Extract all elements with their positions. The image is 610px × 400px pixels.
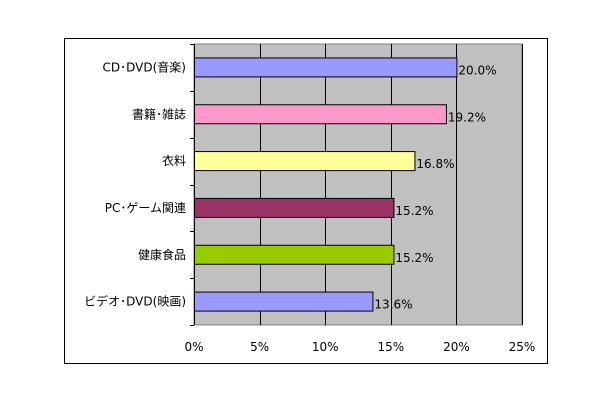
category-label: CD･DVD(音楽) bbox=[103, 59, 186, 74]
bar bbox=[194, 244, 395, 265]
bar bbox=[194, 104, 447, 125]
x-tick-label: 5% bbox=[250, 340, 269, 354]
bar bbox=[194, 151, 416, 172]
x-tick-label: 15% bbox=[377, 340, 404, 354]
bar bbox=[194, 197, 395, 218]
plot-area: CD･DVD(音楽) 20.0% 書籍･雑誌 19.2% 衣料 16.8% PC･ゲーム関連… bbox=[84, 43, 536, 354]
category-label: 健康食品 bbox=[138, 247, 186, 262]
x-tick-label: 20% bbox=[443, 340, 470, 354]
x-tick-label: 0% bbox=[184, 340, 203, 354]
value-label: 20.0% bbox=[458, 63, 496, 77]
bar bbox=[194, 57, 458, 78]
value-label: 19.2% bbox=[448, 110, 486, 124]
x-tick-label: 25% bbox=[509, 340, 536, 354]
value-label: 16.8% bbox=[416, 157, 454, 171]
value-label: 15.2% bbox=[395, 204, 433, 218]
x-tick-label: 10% bbox=[312, 340, 339, 354]
category-label: 書籍･雑誌 bbox=[132, 106, 186, 121]
bar bbox=[194, 291, 374, 312]
plot-background bbox=[193, 43, 523, 326]
category-label: ビデオ･DVD(映画) bbox=[84, 294, 186, 309]
category-label: PC･ゲーム関連 bbox=[105, 201, 186, 215]
category-label: 衣料 bbox=[162, 153, 186, 168]
value-label: 13.6% bbox=[374, 298, 412, 312]
value-label: 15.2% bbox=[395, 251, 433, 265]
